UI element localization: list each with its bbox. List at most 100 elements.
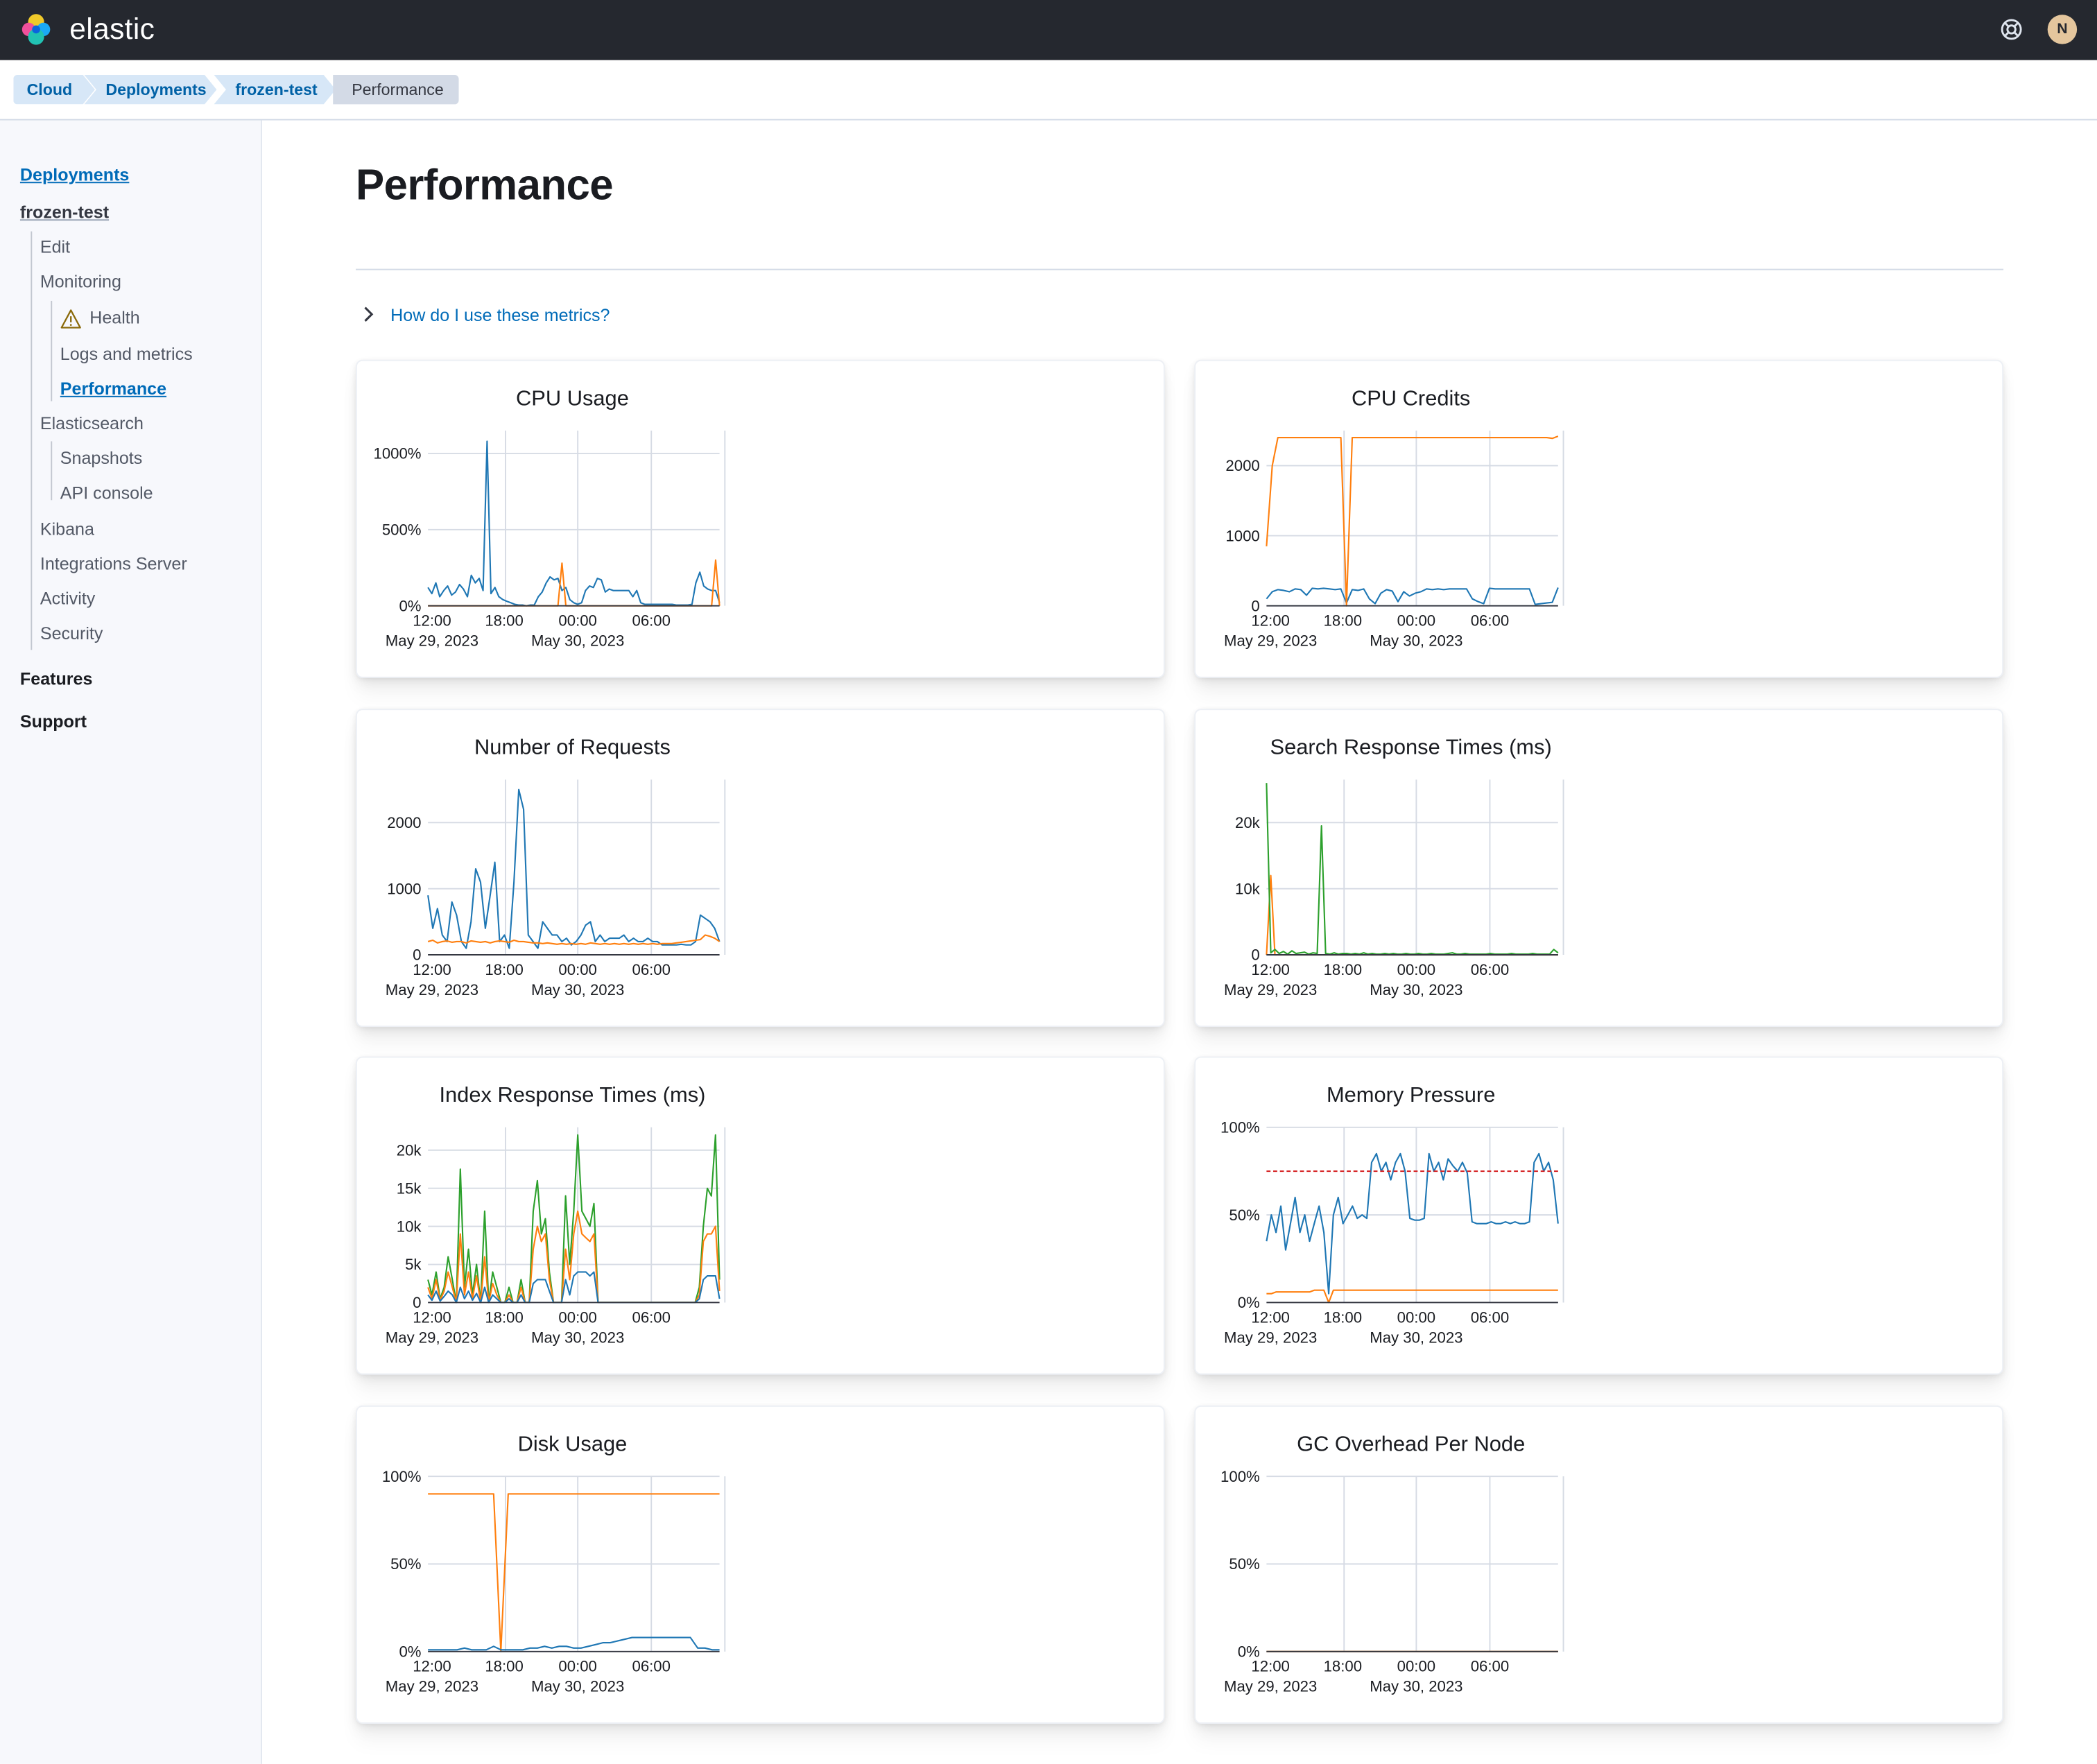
sidebar-item-security[interactable]: Security (40, 623, 103, 643)
sidebar-tree-line (31, 231, 33, 650)
breadcrumb-deployments[interactable]: Deployments (85, 75, 217, 104)
series-line-1 (427, 934, 720, 945)
sidebar-item-health[interactable]: Health (89, 307, 140, 328)
x-tick-label: 06:00 (1471, 961, 1509, 978)
cpu-credits-chart: CPU Credits 0 1000 2000 12:00 18:00 00:00 06:00… (1224, 386, 1564, 650)
x-tick-label: 00:00 (558, 612, 596, 630)
x-tick-label: 06:00 (1471, 1308, 1509, 1326)
chart-title: CPU Usage (516, 386, 629, 410)
sidebar-item-monitoring[interactable]: Monitoring (40, 271, 121, 292)
y-tick-label: 0% (399, 597, 421, 614)
x-date-label: May 29, 2023 (386, 632, 478, 650)
x-date-label: May 30, 2023 (1370, 981, 1462, 998)
breadcrumb-frozen-test[interactable]: frozen-test (214, 75, 336, 104)
cpu-usage-panel: CPU Usage 0% 500% 1000% 12:00 18:00 00:00 06:00… (356, 359, 1165, 678)
y-tick-label: 0% (399, 1643, 421, 1661)
breadcrumb: Cloud Deployments frozen-test Performanc… (0, 60, 2097, 121)
series-line-0 (428, 1493, 720, 1652)
sidebar-item-features[interactable]: Features (19, 668, 93, 689)
x-tick-label: 18:00 (1324, 961, 1362, 978)
disk-usage-chart: Disk Usage 0% 50% 100% 12:00 18:00 00:00 06:00 M… (382, 1432, 726, 1695)
page-title: Performance (356, 160, 614, 209)
y-tick-label: 10k (397, 1218, 422, 1235)
x-tick-label: 18:00 (1324, 1658, 1362, 1675)
breadcrumb-performance: Performance (333, 75, 459, 105)
y-tick-label: 0 (1251, 946, 1259, 964)
chart-title: Disk Usage (518, 1432, 628, 1456)
disk-usage-panel: Disk Usage 0% 50% 100% 12:00 18:00 00:00 06:00 M… (356, 1405, 1165, 1724)
chart-title: Number of Requests (474, 735, 671, 759)
metrics-help-link[interactable]: How do I use these metrics? (390, 304, 610, 325)
x-tick-label: 18:00 (1324, 1308, 1362, 1326)
x-tick-label: 12:00 (1251, 612, 1289, 630)
x-tick-label: 12:00 (1251, 1308, 1289, 1326)
sidebar-item-performance[interactable]: Performance (60, 378, 167, 399)
gc-overhead-per-node-panel: GC Overhead Per Node 0% 50% 100% 12:00 18:00 0… (1194, 1405, 2004, 1724)
index-response-times-ms-panel: Index Response Times (ms) 0 5k 10k 15k 20k 12:… (356, 1056, 1165, 1375)
sidebar-item-elasticsearch[interactable]: Elasticsearch (40, 413, 144, 433)
y-tick-label: 100% (1220, 1468, 1260, 1485)
top-header: elastic N (0, 0, 2097, 60)
x-tick-label: 06:00 (1471, 612, 1509, 630)
x-date-label: May 30, 2023 (1370, 632, 1462, 650)
y-tick-label: 50% (1229, 1207, 1259, 1224)
avatar[interactable]: N (2047, 15, 2078, 44)
x-tick-label: 18:00 (485, 961, 523, 978)
sidebar-item-logs-and-metrics[interactable]: Logs and metrics (60, 343, 193, 364)
memory-pressure-chart: Memory Pressure 0% 50% 100% 12:00 18:00 00:00 0… (1220, 1082, 1564, 1346)
series-line-0 (427, 440, 720, 607)
series-line-0 (1266, 1152, 1559, 1295)
x-tick-label: 12:00 (413, 1658, 451, 1675)
x-tick-label: 12:00 (413, 961, 451, 978)
x-tick-label: 00:00 (1397, 1658, 1435, 1675)
sidebar-item-edit[interactable]: Edit (40, 236, 71, 257)
elastic-logo-icon[interactable] (20, 13, 52, 45)
sidebar-item-kibana[interactable]: Kibana (40, 519, 94, 539)
series-line-1 (427, 1210, 720, 1304)
x-tick-label: 06:00 (632, 1658, 671, 1675)
y-tick-label: 0% (1238, 1643, 1260, 1661)
sidebar-item-integrations-server[interactable]: Integrations Server (40, 553, 187, 574)
sidebar-item-deployments[interactable]: Deployments (19, 164, 130, 185)
x-tick-label: 06:00 (1471, 1658, 1509, 1675)
brand-name[interactable]: elastic (69, 12, 155, 46)
x-date-label: May 30, 2023 (1370, 1329, 1462, 1346)
x-tick-label: 12:00 (413, 612, 451, 630)
x-date-label: May 29, 2023 (386, 1329, 478, 1346)
x-tick-label: 18:00 (485, 612, 523, 630)
x-tick-label: 00:00 (1397, 961, 1435, 978)
y-tick-label: 100% (1220, 1119, 1260, 1136)
chart-title: Search Response Times (ms) (1270, 735, 1552, 759)
series-line-2 (1266, 783, 1559, 956)
x-tick-label: 12:00 (1251, 1658, 1289, 1675)
x-date-label: May 30, 2023 (531, 632, 624, 650)
y-tick-label: 15k (397, 1179, 422, 1197)
y-tick-label: 1000% (374, 445, 422, 462)
sidebar-item-frozen-test[interactable]: frozen-test (19, 202, 110, 223)
y-tick-label: 100% (382, 1468, 422, 1485)
sidebar-item-snapshots[interactable]: Snapshots (60, 448, 143, 469)
x-date-label: May 30, 2023 (531, 981, 624, 998)
x-tick-label: 18:00 (485, 1308, 523, 1326)
x-tick-label: 00:00 (558, 961, 596, 978)
cpu-credits-panel: CPU Credits 0 1000 2000 12:00 18:00 00:00 06:00… (1194, 359, 2004, 678)
y-tick-label: 10k (1235, 880, 1261, 897)
help-icon[interactable] (1999, 17, 2023, 42)
series-line-1 (1266, 874, 1558, 956)
x-tick-label: 00:00 (558, 1308, 596, 1326)
x-date-label: May 29, 2023 (1224, 632, 1317, 650)
sidebar-item-api-console[interactable]: API console (60, 483, 153, 503)
breadcrumb-cloud[interactable]: Cloud (13, 75, 95, 104)
chart-title: GC Overhead Per Node (1297, 1432, 1525, 1456)
series-line-0 (1266, 587, 1559, 605)
sidebar-tree-line-elasticsearch (51, 441, 53, 501)
sidebar-item-support[interactable]: Support (19, 711, 87, 732)
chevron-right-icon (364, 306, 374, 322)
x-tick-label: 06:00 (632, 1308, 671, 1326)
warning-icon (60, 309, 81, 329)
series-line-1 (428, 1636, 720, 1651)
cpu-usage-chart: CPU Usage 0% 500% 1000% 12:00 18:00 00:00 06:00… (374, 386, 726, 650)
sidebar-item-activity[interactable]: Activity (40, 588, 96, 609)
x-date-label: May 30, 2023 (1370, 1678, 1462, 1695)
x-date-label: May 30, 2023 (531, 1329, 624, 1346)
